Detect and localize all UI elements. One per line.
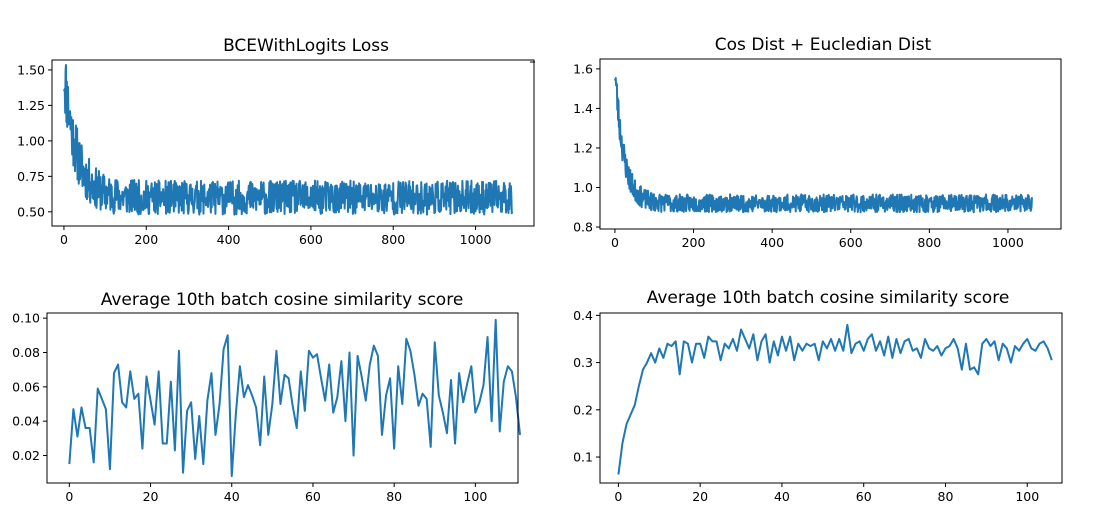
chart-title: Average 10th batch cosine similarity sco… [101, 290, 464, 310]
x-tick-label: 400 [217, 232, 241, 247]
x-tick-label: 1000 [992, 235, 1024, 250]
y-tick-label: 0.10 [12, 311, 40, 326]
plot-frame [46, 312, 519, 484]
x-tick-label: 100 [463, 489, 487, 504]
chart-panel-bce-loss: BCEWithLogits Loss 0 200 400 600 800 1000 0.50… [17, 36, 535, 247]
y-tick-label: 0.8 [573, 220, 593, 235]
y-tick-label: 0.06 [12, 379, 40, 394]
y-tick-label: 0.08 [12, 345, 40, 360]
x-tick-label: 800 [917, 235, 941, 250]
x-tick-label: 40 [224, 489, 240, 504]
y-tick-label: 1.6 [573, 61, 593, 76]
x-tick-label: 800 [381, 232, 405, 247]
x-tick-label: 0 [60, 232, 68, 247]
series-line [613, 77, 1033, 214]
y-tick-label: 1.25 [17, 98, 45, 113]
y-tick-label: 1.2 [573, 140, 593, 155]
x-tick-label: 80 [386, 489, 402, 504]
y-tick-label: 1.0 [573, 180, 593, 195]
plot-area: 0 200 400 600 800 1000 0.8 1.0 1.2 1.4 1.6 [573, 58, 1062, 250]
plot-area: 0 200 400 600 800 1000 0.50 0.75 1.00 1.25 1.50 [17, 59, 535, 247]
y-tick-label: 1.00 [17, 133, 45, 148]
x-tick-label: 60 [305, 489, 321, 504]
chart-panel-distance: Cos Dist + Eucledian Dist 0 200 400 600 800 1… [573, 35, 1062, 250]
x-tick-label: 0 [65, 489, 73, 504]
plot-frame [599, 312, 1063, 484]
x-tick-label: 600 [299, 232, 323, 247]
series-line [68, 318, 522, 478]
chart-title: Cos Dist + Eucledian Dist [715, 35, 932, 55]
chart-title: BCEWithLogits Loss [223, 36, 389, 56]
y-tick-label: 0.04 [12, 414, 40, 429]
x-tick-label: 20 [143, 489, 159, 504]
plot-frame [599, 58, 1062, 230]
x-tick-label: 400 [760, 235, 784, 250]
y-tick-label: 0.75 [17, 169, 45, 184]
y-tick-label: 1.50 [17, 62, 45, 77]
y-tick-label: 0.2 [573, 402, 593, 417]
x-tick-label: 1000 [460, 232, 492, 247]
series-line [617, 323, 1053, 475]
x-tick-label: 0 [614, 489, 622, 504]
y-tick-label: 1.4 [573, 101, 593, 116]
x-tick-label: 0 [611, 235, 619, 250]
y-tick-label: 0.3 [573, 355, 593, 370]
x-tick-label: 40 [774, 489, 790, 504]
x-tick-label: 200 [134, 232, 158, 247]
y-tick-label: 0.50 [17, 204, 45, 219]
plot-area: 0 20 40 60 80 100 0.1 0.2 0.3 0.4 [573, 308, 1063, 504]
chart-panel-cosine-score-right: Average 10th batch cosine similarity sco… [573, 288, 1063, 504]
x-tick-label: 600 [839, 235, 863, 250]
x-tick-label: 200 [682, 235, 706, 250]
x-tick-label: 20 [692, 489, 708, 504]
series-line [62, 64, 514, 216]
chart-panel-cosine-score-left: Average 10th batch cosine similarity sco… [12, 290, 522, 504]
y-tick-label: 0.02 [12, 448, 40, 463]
x-tick-label: 60 [856, 489, 872, 504]
plot-area: 0 20 40 60 80 100 0.02 0.04 0.06 0.08 0.10 [12, 311, 522, 504]
y-tick-label: 0.1 [573, 450, 593, 465]
x-tick-label: 100 [1015, 489, 1039, 504]
x-tick-label: 80 [938, 489, 954, 504]
y-tick-label: 0.4 [573, 308, 593, 323]
plot-frame [51, 59, 535, 227]
chart-title: Average 10th batch cosine similarity sco… [647, 288, 1010, 308]
